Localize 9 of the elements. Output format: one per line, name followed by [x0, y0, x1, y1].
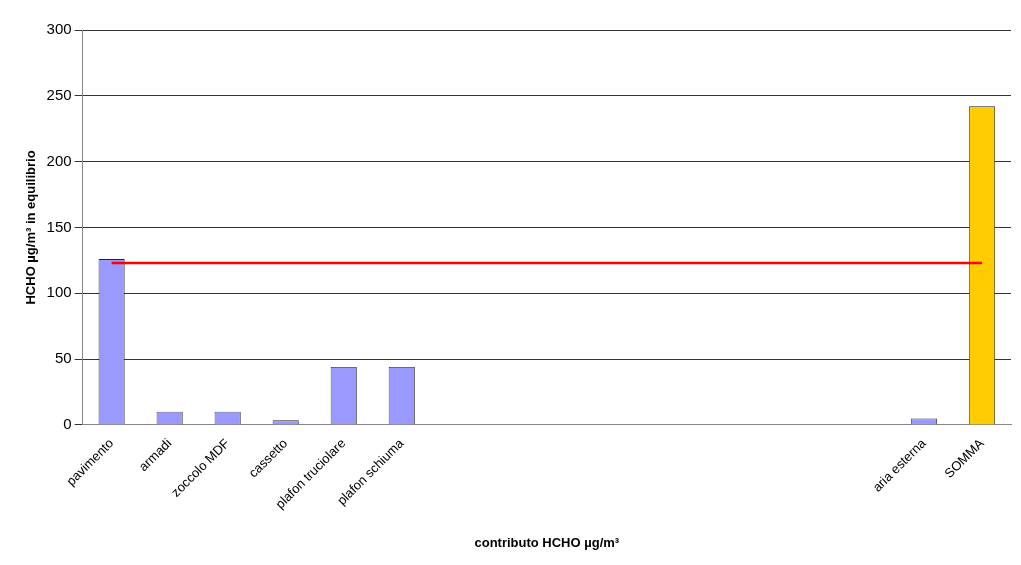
y-tick-label: 150: [46, 217, 72, 235]
y-tick-label: 200: [46, 151, 72, 169]
y-tick-label: 300: [46, 20, 72, 38]
y-tick-label: 0: [63, 415, 72, 433]
y-tick-label: 250: [46, 85, 72, 103]
y-axis-title: HCHO µg/m³ in equilibrio: [23, 150, 39, 305]
y-tick-label: 100: [46, 283, 72, 301]
y-tick-label: 50: [54, 349, 72, 367]
x-axis-title: contributo HCHO µg/m³: [474, 534, 620, 550]
